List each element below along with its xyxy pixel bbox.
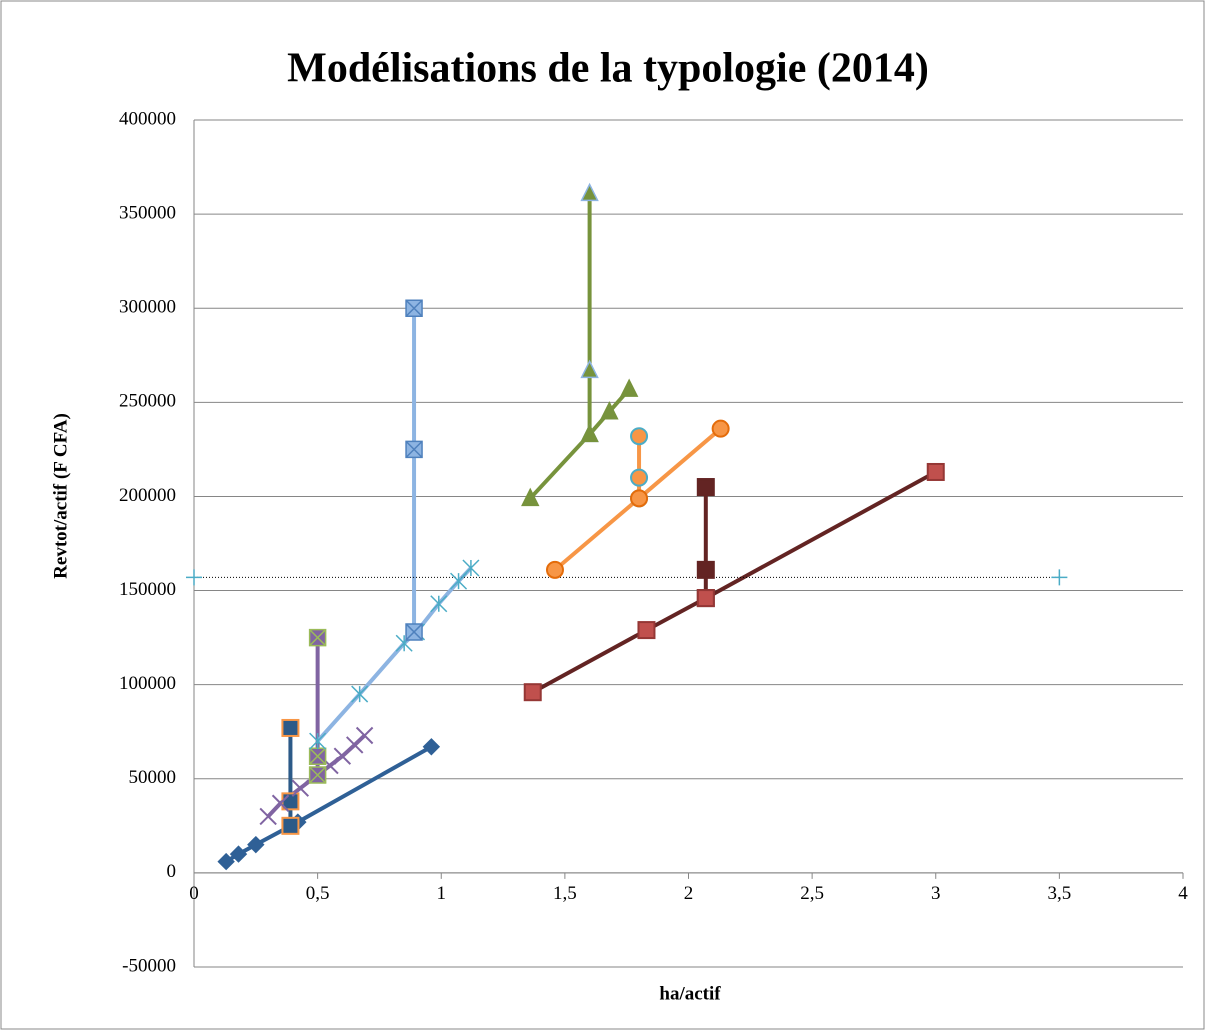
- marker: [462, 559, 480, 577]
- series-line: [531, 470, 937, 694]
- marker: [696, 478, 715, 497]
- y-tick-label: 200000: [119, 485, 176, 506]
- marker: [1051, 569, 1068, 586]
- y-tick-label: 250000: [119, 391, 176, 412]
- marker: [711, 419, 730, 438]
- marker: [281, 816, 300, 835]
- marker: [637, 621, 656, 640]
- x-tick-label: 4: [1178, 883, 1188, 904]
- y-tick-label: -50000: [122, 955, 176, 976]
- marker: [308, 766, 327, 784]
- marker: [696, 560, 715, 579]
- y-tick-label: 300000: [119, 297, 176, 318]
- chart-title: Modélisations de la typologie (2014): [287, 46, 929, 92]
- y-axis-label: Revtot/actif (F CFA): [50, 413, 71, 579]
- marker: [523, 683, 542, 702]
- x-tick-label: 0,5: [306, 883, 330, 904]
- marker: [580, 359, 599, 379]
- x-tick-label: 3: [931, 883, 941, 904]
- marker: [619, 378, 639, 397]
- marker: [291, 779, 310, 797]
- x-tick-label: 3,5: [1048, 883, 1072, 904]
- marker: [308, 747, 327, 765]
- y-tick-label: 0: [167, 861, 177, 882]
- marker: [186, 569, 202, 586]
- marker: [247, 835, 265, 854]
- marker: [521, 487, 540, 507]
- marker: [926, 462, 945, 481]
- marker: [630, 468, 649, 487]
- x-tick-label: 0: [189, 883, 199, 904]
- x-tick-label: 1,5: [553, 883, 577, 904]
- marker: [630, 427, 649, 446]
- x-tick-label: 2: [684, 883, 694, 904]
- marker: [405, 440, 423, 459]
- series-line: [528, 387, 631, 500]
- marker: [422, 738, 441, 756]
- marker: [355, 726, 374, 745]
- y-tick-label: 100000: [119, 673, 176, 694]
- marker: [271, 794, 290, 812]
- x-tick-label: 2,5: [800, 883, 824, 904]
- y-tick-label: 350000: [119, 202, 176, 223]
- marker: [351, 685, 369, 703]
- y-tick-label: 150000: [119, 579, 176, 600]
- marker: [545, 560, 564, 579]
- marker: [217, 852, 235, 871]
- x-tick-label: 1: [437, 883, 447, 904]
- marker: [308, 628, 327, 647]
- marker: [696, 589, 715, 608]
- y-tick-label: 400000: [119, 108, 176, 129]
- marker: [580, 423, 599, 443]
- marker: [281, 718, 300, 737]
- y-tick-label: 50000: [129, 767, 177, 788]
- marker: [580, 182, 599, 202]
- marker: [600, 401, 619, 420]
- x-axis-label: ha/actif: [659, 983, 721, 1004]
- marker: [630, 489, 649, 508]
- marker: [405, 623, 423, 641]
- marker: [229, 845, 248, 863]
- marker: [405, 299, 423, 317]
- marker: [309, 732, 327, 750]
- marker: [430, 595, 448, 613]
